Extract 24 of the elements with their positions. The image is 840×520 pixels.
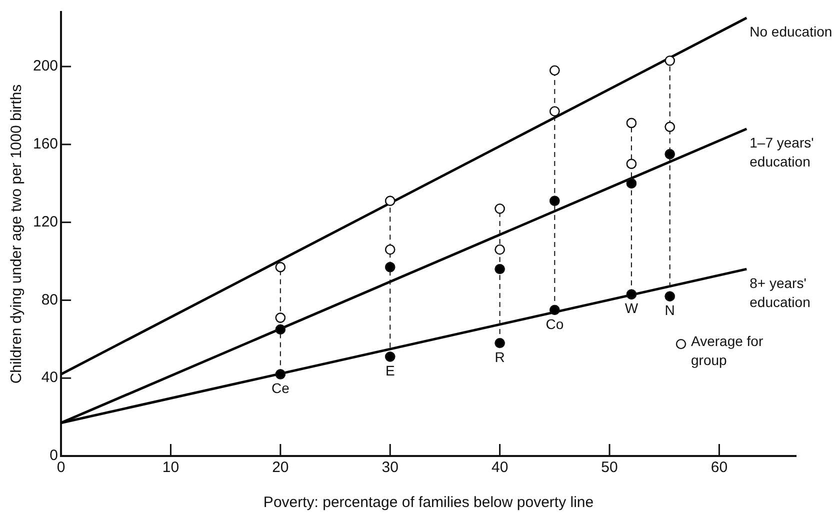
x-tick-label: 50 bbox=[601, 459, 618, 476]
y-tick-label: 40 bbox=[41, 369, 58, 386]
x-tick-label: 10 bbox=[162, 459, 180, 476]
x-axis-title: Poverty: percentage of families below poverty line bbox=[263, 494, 594, 512]
series-label: 8+ years' education bbox=[750, 274, 810, 310]
annotation: Co bbox=[546, 316, 564, 332]
annotation: W bbox=[624, 300, 639, 316]
y-tick-label: 200 bbox=[32, 58, 58, 75]
x-tick-label: 40 bbox=[491, 459, 508, 476]
y-tick-label: 160 bbox=[32, 136, 58, 153]
annotation: N bbox=[664, 302, 675, 318]
series-label: 1–7 years' education bbox=[750, 134, 814, 170]
y-tick-label: 120 bbox=[32, 213, 58, 230]
x-tick-label: 20 bbox=[272, 459, 289, 476]
y-axis-title: Children dying under age two per 1000 births bbox=[8, 84, 26, 384]
series-label: No education bbox=[750, 24, 832, 40]
annotation: E bbox=[385, 362, 395, 379]
annotation: R bbox=[494, 348, 505, 365]
x-tick-label: 30 bbox=[382, 459, 398, 476]
legend-label: Average for group bbox=[691, 332, 764, 368]
x-tick-label: 60 bbox=[710, 459, 728, 476]
annotation: Ce bbox=[271, 380, 290, 396]
y-tick-label: 80 bbox=[41, 291, 58, 308]
y-tick-label: 0 bbox=[50, 447, 58, 464]
